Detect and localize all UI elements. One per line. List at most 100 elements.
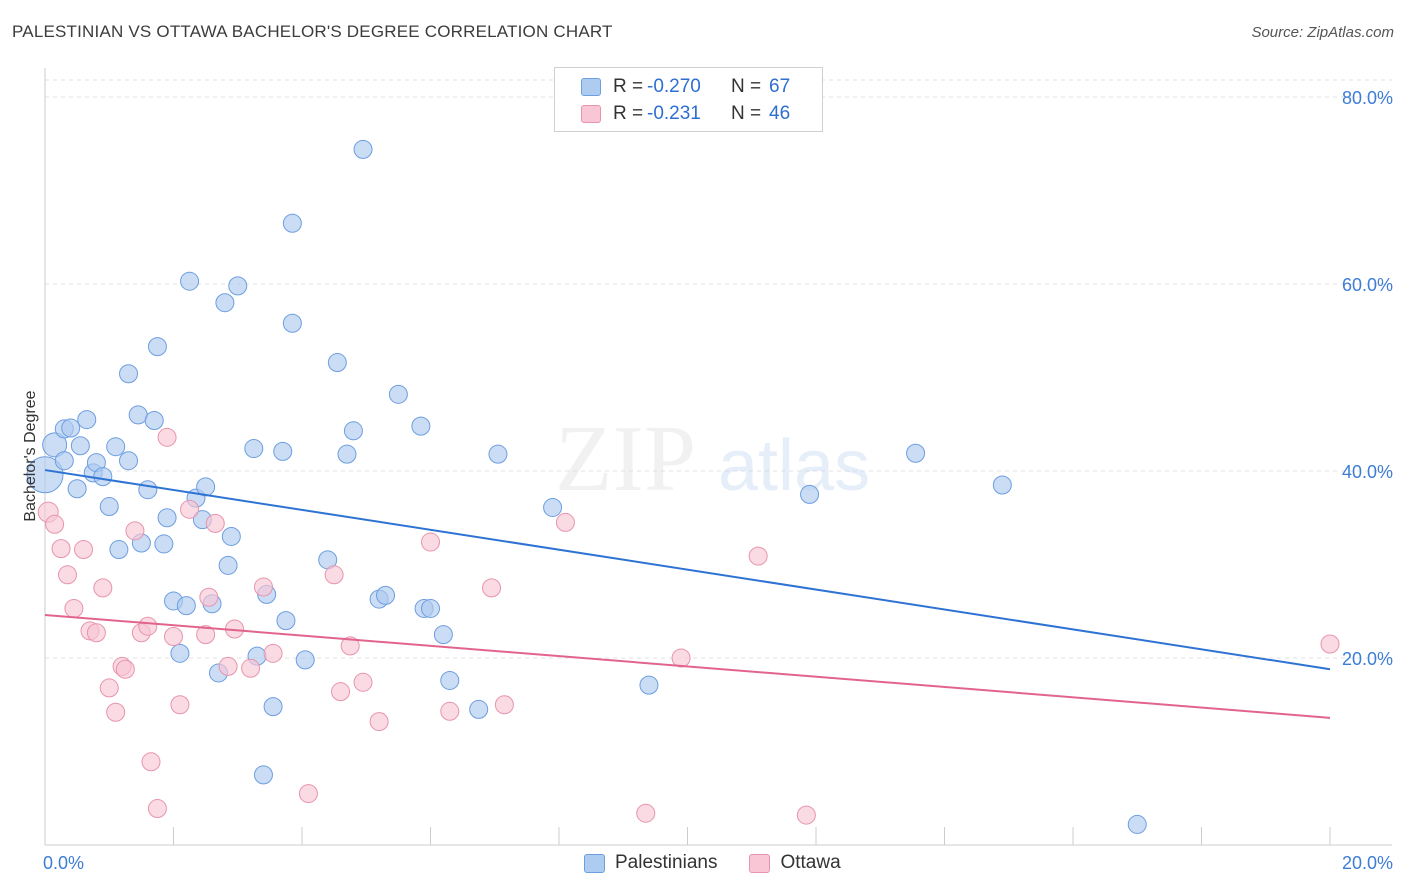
data-point[interactable] xyxy=(639,675,659,695)
data-point[interactable] xyxy=(138,480,158,500)
data-point[interactable] xyxy=(421,532,440,552)
data-point[interactable] xyxy=(99,678,119,698)
data-point[interactable] xyxy=(295,650,315,670)
data-point[interactable] xyxy=(263,643,283,663)
data-point[interactable] xyxy=(61,418,81,438)
data-point[interactable] xyxy=(157,508,177,528)
data-point[interactable] xyxy=(106,437,126,457)
legend-item-palestinians[interactable]: Palestinians xyxy=(584,852,717,874)
data-point[interactable] xyxy=(253,765,273,785)
data-point[interactable] xyxy=(119,364,139,384)
data-point[interactable] xyxy=(636,803,656,823)
data-point[interactable] xyxy=(170,695,190,715)
data-point[interactable] xyxy=(433,625,453,645)
data-point[interactable] xyxy=(154,534,174,554)
data-point[interactable] xyxy=(488,444,508,464)
data-point[interactable] xyxy=(796,805,816,825)
data-point[interactable] xyxy=(93,578,113,598)
data-point[interactable] xyxy=(421,598,440,618)
data-point[interactable] xyxy=(141,752,161,772)
data-point[interactable] xyxy=(800,484,820,504)
data-point[interactable] xyxy=(1320,634,1340,654)
data-point[interactable] xyxy=(282,213,302,233)
data-point[interactable] xyxy=(482,578,502,598)
data-point[interactable] xyxy=(337,444,357,464)
r-label: R = xyxy=(613,103,644,124)
data-point[interactable] xyxy=(180,499,200,519)
data-point[interactable] xyxy=(218,656,238,676)
data-point[interactable] xyxy=(388,384,408,404)
data-point[interactable] xyxy=(57,565,77,585)
data-point[interactable] xyxy=(157,427,177,447)
data-point[interactable] xyxy=(26,456,64,494)
data-point[interactable] xyxy=(170,643,190,663)
data-point[interactable] xyxy=(992,475,1012,495)
data-point[interactable] xyxy=(196,625,216,645)
trend-line-ottawa xyxy=(44,613,1331,719)
data-point[interactable] xyxy=(906,443,926,463)
data-point[interactable] xyxy=(340,636,360,656)
r-value: -0.270 xyxy=(647,76,701,97)
data-point[interactable] xyxy=(221,526,241,546)
data-point[interactable] xyxy=(411,416,431,436)
data-point[interactable] xyxy=(119,451,139,471)
data-point[interactable] xyxy=(106,702,126,722)
data-point[interactable] xyxy=(70,436,90,456)
data-point[interactable] xyxy=(164,626,183,646)
data-point[interactable] xyxy=(109,540,129,560)
data-point[interactable] xyxy=(282,313,302,333)
data-point[interactable] xyxy=(253,577,273,597)
data-point[interactable] xyxy=(67,479,87,499)
data-point[interactable] xyxy=(276,611,296,631)
data-point[interactable] xyxy=(180,271,200,291)
data-point[interactable] xyxy=(86,623,106,643)
data-point[interactable] xyxy=(64,598,84,618)
data-point[interactable] xyxy=(215,293,235,313)
data-point[interactable] xyxy=(147,799,167,819)
data-point[interactable] xyxy=(138,616,158,636)
data-point[interactable] xyxy=(147,337,167,357)
data-point[interactable] xyxy=(440,701,460,721)
data-point[interactable] xyxy=(99,497,119,517)
data-point[interactable] xyxy=(241,658,261,678)
palestinians-swatch xyxy=(581,78,601,96)
data-point[interactable] xyxy=(51,539,71,559)
data-point[interactable] xyxy=(176,596,196,616)
data-point[interactable] xyxy=(228,276,248,296)
data-point[interactable] xyxy=(1127,814,1147,834)
data-point[interactable] xyxy=(324,565,344,585)
data-point[interactable] xyxy=(298,784,318,804)
data-point[interactable] xyxy=(353,672,373,692)
n-label: N = xyxy=(731,103,762,124)
data-point[interactable] xyxy=(42,432,68,458)
data-point[interactable] xyxy=(115,659,135,679)
data-point[interactable] xyxy=(440,670,460,690)
data-point[interactable] xyxy=(343,421,363,441)
data-point[interactable] xyxy=(263,697,283,717)
data-point[interactable] xyxy=(327,353,347,373)
legend-item-ottawa[interactable]: Ottawa xyxy=(749,852,841,874)
data-point[interactable] xyxy=(77,410,97,430)
data-point[interactable] xyxy=(125,521,145,541)
data-point[interactable] xyxy=(199,587,219,607)
data-point[interactable] xyxy=(218,555,238,575)
data-point[interactable] xyxy=(144,411,164,431)
data-point[interactable] xyxy=(244,439,264,459)
data-point[interactable] xyxy=(74,540,94,560)
data-point[interactable] xyxy=(93,467,113,487)
data-point[interactable] xyxy=(54,451,74,471)
data-point[interactable] xyxy=(331,682,351,702)
data-point[interactable] xyxy=(671,648,691,668)
data-point[interactable] xyxy=(376,585,396,605)
data-point[interactable] xyxy=(205,513,225,533)
data-point[interactable] xyxy=(494,695,514,715)
data-point[interactable] xyxy=(273,441,293,461)
data-point[interactable] xyxy=(128,405,148,425)
data-point[interactable] xyxy=(748,546,768,566)
data-point[interactable] xyxy=(555,512,575,532)
data-point[interactable] xyxy=(369,712,389,732)
data-point[interactable] xyxy=(469,699,489,719)
data-point[interactable] xyxy=(543,497,563,517)
data-point[interactable] xyxy=(45,514,65,534)
data-point[interactable] xyxy=(353,139,373,159)
